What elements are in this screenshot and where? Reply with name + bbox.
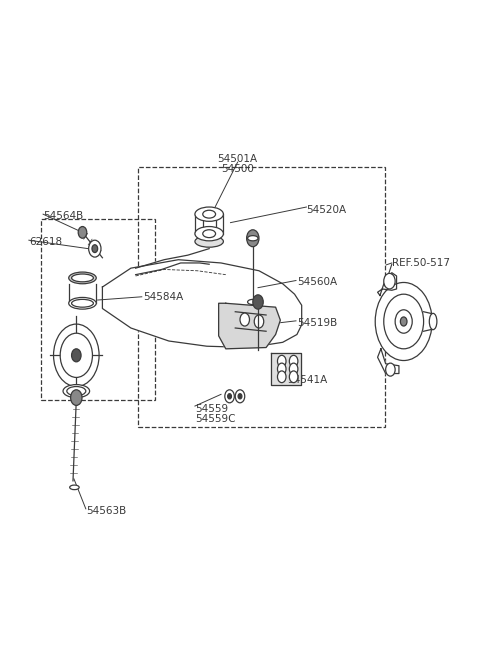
Ellipse shape [72, 299, 94, 307]
Ellipse shape [248, 236, 258, 241]
Polygon shape [136, 249, 209, 275]
Circle shape [277, 371, 286, 382]
Circle shape [289, 363, 298, 375]
Circle shape [253, 295, 263, 309]
Ellipse shape [203, 210, 216, 218]
Text: 54559C: 54559C [195, 414, 235, 424]
Ellipse shape [429, 314, 437, 329]
Text: REF.50-517: REF.50-517 [392, 258, 450, 268]
Circle shape [225, 390, 234, 403]
Text: 62618: 62618 [29, 237, 62, 247]
Text: 54560A: 54560A [297, 277, 337, 287]
Bar [138, 167, 384, 427]
Circle shape [289, 356, 298, 367]
Ellipse shape [69, 297, 96, 309]
Ellipse shape [195, 207, 223, 221]
Circle shape [395, 310, 412, 333]
Circle shape [228, 394, 231, 399]
Circle shape [235, 390, 245, 403]
Text: 54501A: 54501A [217, 154, 258, 164]
Circle shape [277, 363, 286, 375]
Circle shape [54, 324, 99, 386]
Circle shape [92, 245, 97, 253]
Ellipse shape [72, 274, 94, 282]
Polygon shape [271, 353, 301, 385]
Circle shape [60, 333, 93, 377]
Text: 54520A: 54520A [306, 205, 347, 215]
Circle shape [384, 294, 424, 349]
Circle shape [71, 390, 82, 405]
Circle shape [89, 240, 101, 257]
Ellipse shape [195, 236, 223, 247]
Polygon shape [219, 303, 280, 349]
Circle shape [254, 315, 264, 328]
Circle shape [247, 230, 259, 247]
Text: 54584A: 54584A [143, 292, 183, 302]
Text: 54559: 54559 [195, 403, 228, 414]
Circle shape [72, 349, 81, 362]
Circle shape [289, 371, 298, 382]
Circle shape [400, 317, 407, 326]
Text: 54500: 54500 [221, 163, 254, 174]
Text: 54519B: 54519B [297, 318, 337, 328]
Polygon shape [102, 260, 301, 348]
Circle shape [240, 313, 250, 326]
Polygon shape [378, 349, 399, 373]
Text: 54563B: 54563B [86, 506, 126, 516]
Circle shape [385, 363, 395, 376]
Ellipse shape [70, 485, 79, 489]
Ellipse shape [248, 299, 258, 304]
Circle shape [277, 356, 286, 367]
Bar [41, 218, 155, 400]
Polygon shape [378, 273, 396, 295]
Text: 54564B: 54564B [43, 211, 84, 221]
Ellipse shape [63, 384, 90, 398]
Ellipse shape [67, 386, 86, 396]
Circle shape [384, 274, 395, 289]
Ellipse shape [195, 226, 223, 241]
Circle shape [78, 226, 87, 238]
Circle shape [375, 283, 432, 361]
Ellipse shape [69, 272, 96, 284]
Ellipse shape [203, 230, 216, 237]
Text: 54541A: 54541A [288, 375, 328, 385]
Circle shape [238, 394, 242, 399]
